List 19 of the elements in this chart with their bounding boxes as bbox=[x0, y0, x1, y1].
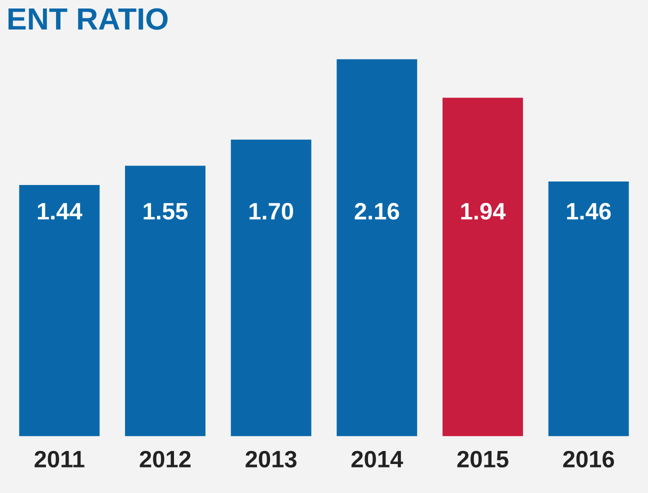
data-label: 1.44 bbox=[38, 203, 82, 220]
bar bbox=[19, 184, 100, 436]
x-tick-label: 2015 bbox=[457, 450, 508, 468]
data-label: 1.94 bbox=[461, 202, 506, 220]
bar bbox=[125, 166, 206, 436]
data-label: 1.70 bbox=[250, 202, 294, 220]
data-label: 1.46 bbox=[567, 202, 611, 220]
x-tick-label: 2016 bbox=[563, 450, 614, 468]
x-tick-label: 2011 bbox=[34, 450, 84, 468]
bar bbox=[442, 98, 523, 436]
x-tick-label: 2014 bbox=[351, 450, 404, 468]
x-tick-label: 2012 bbox=[140, 450, 191, 468]
data-label: 2.16 bbox=[354, 202, 400, 220]
chart-title: ENT RATIO bbox=[8, 8, 168, 30]
bar bbox=[230, 140, 312, 436]
bar bbox=[548, 181, 629, 436]
x-tick-label: 2013 bbox=[246, 450, 296, 468]
bar bbox=[336, 59, 418, 436]
data-label: 1.55 bbox=[144, 203, 188, 220]
